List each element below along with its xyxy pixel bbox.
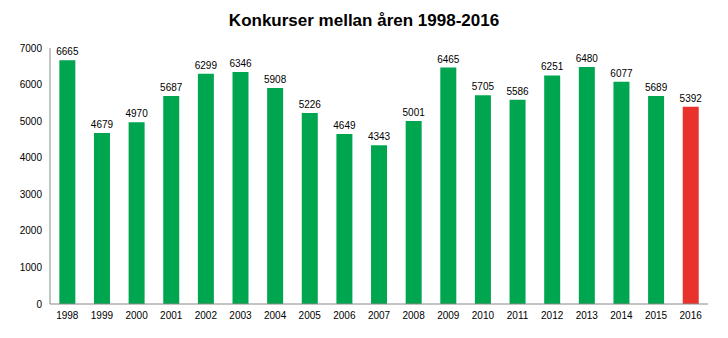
svg-text:2010: 2010: [472, 310, 495, 321]
svg-text:6665: 6665: [56, 46, 79, 57]
svg-text:5226: 5226: [299, 99, 322, 110]
svg-text:6480: 6480: [576, 53, 599, 64]
svg-text:1999: 1999: [91, 310, 114, 321]
svg-text:2014: 2014: [610, 310, 633, 321]
svg-text:2013: 2013: [576, 310, 599, 321]
svg-text:4000: 4000: [20, 152, 43, 163]
svg-text:2004: 2004: [264, 310, 287, 321]
svg-text:7000: 7000: [20, 43, 43, 54]
svg-text:6000: 6000: [20, 79, 43, 90]
svg-text:4649: 4649: [333, 120, 356, 131]
svg-text:1000: 1000: [20, 262, 43, 273]
svg-text:2000: 2000: [125, 310, 148, 321]
svg-text:2012: 2012: [541, 310, 564, 321]
svg-text:2000: 2000: [20, 225, 43, 236]
svg-text:6299: 6299: [195, 60, 218, 71]
svg-text:4343: 4343: [368, 131, 391, 142]
svg-text:1998: 1998: [56, 310, 79, 321]
svg-text:2008: 2008: [403, 310, 426, 321]
svg-text:5705: 5705: [472, 81, 495, 92]
svg-text:0: 0: [36, 299, 42, 310]
svg-text:2003: 2003: [229, 310, 252, 321]
svg-text:6346: 6346: [229, 58, 252, 69]
svg-text:2001: 2001: [160, 310, 183, 321]
svg-text:6465: 6465: [437, 54, 460, 65]
svg-text:5001: 5001: [403, 107, 426, 118]
svg-text:2015: 2015: [645, 310, 668, 321]
svg-text:4970: 4970: [125, 108, 148, 119]
svg-text:2011: 2011: [507, 310, 529, 321]
svg-text:5908: 5908: [264, 74, 287, 85]
svg-text:5687: 5687: [160, 82, 183, 93]
svg-text:6077: 6077: [610, 68, 633, 79]
svg-text:2002: 2002: [195, 310, 218, 321]
svg-text:2005: 2005: [299, 310, 322, 321]
svg-text:5689: 5689: [645, 82, 668, 93]
svg-text:3000: 3000: [20, 189, 43, 200]
svg-text:2009: 2009: [437, 310, 460, 321]
svg-text:5000: 5000: [20, 116, 43, 127]
svg-text:5392: 5392: [680, 93, 703, 104]
html-text:Konkurser mellan åren 1998-201: Konkurser mellan åren 1998-2016: [228, 11, 500, 30]
svg-text:5586: 5586: [506, 86, 529, 97]
svg-text:2007: 2007: [368, 310, 391, 321]
svg-text:4679: 4679: [91, 119, 114, 130]
svg-text:2016: 2016: [680, 310, 703, 321]
svg-text:6251: 6251: [541, 61, 564, 72]
svg-text:2006: 2006: [333, 310, 356, 321]
